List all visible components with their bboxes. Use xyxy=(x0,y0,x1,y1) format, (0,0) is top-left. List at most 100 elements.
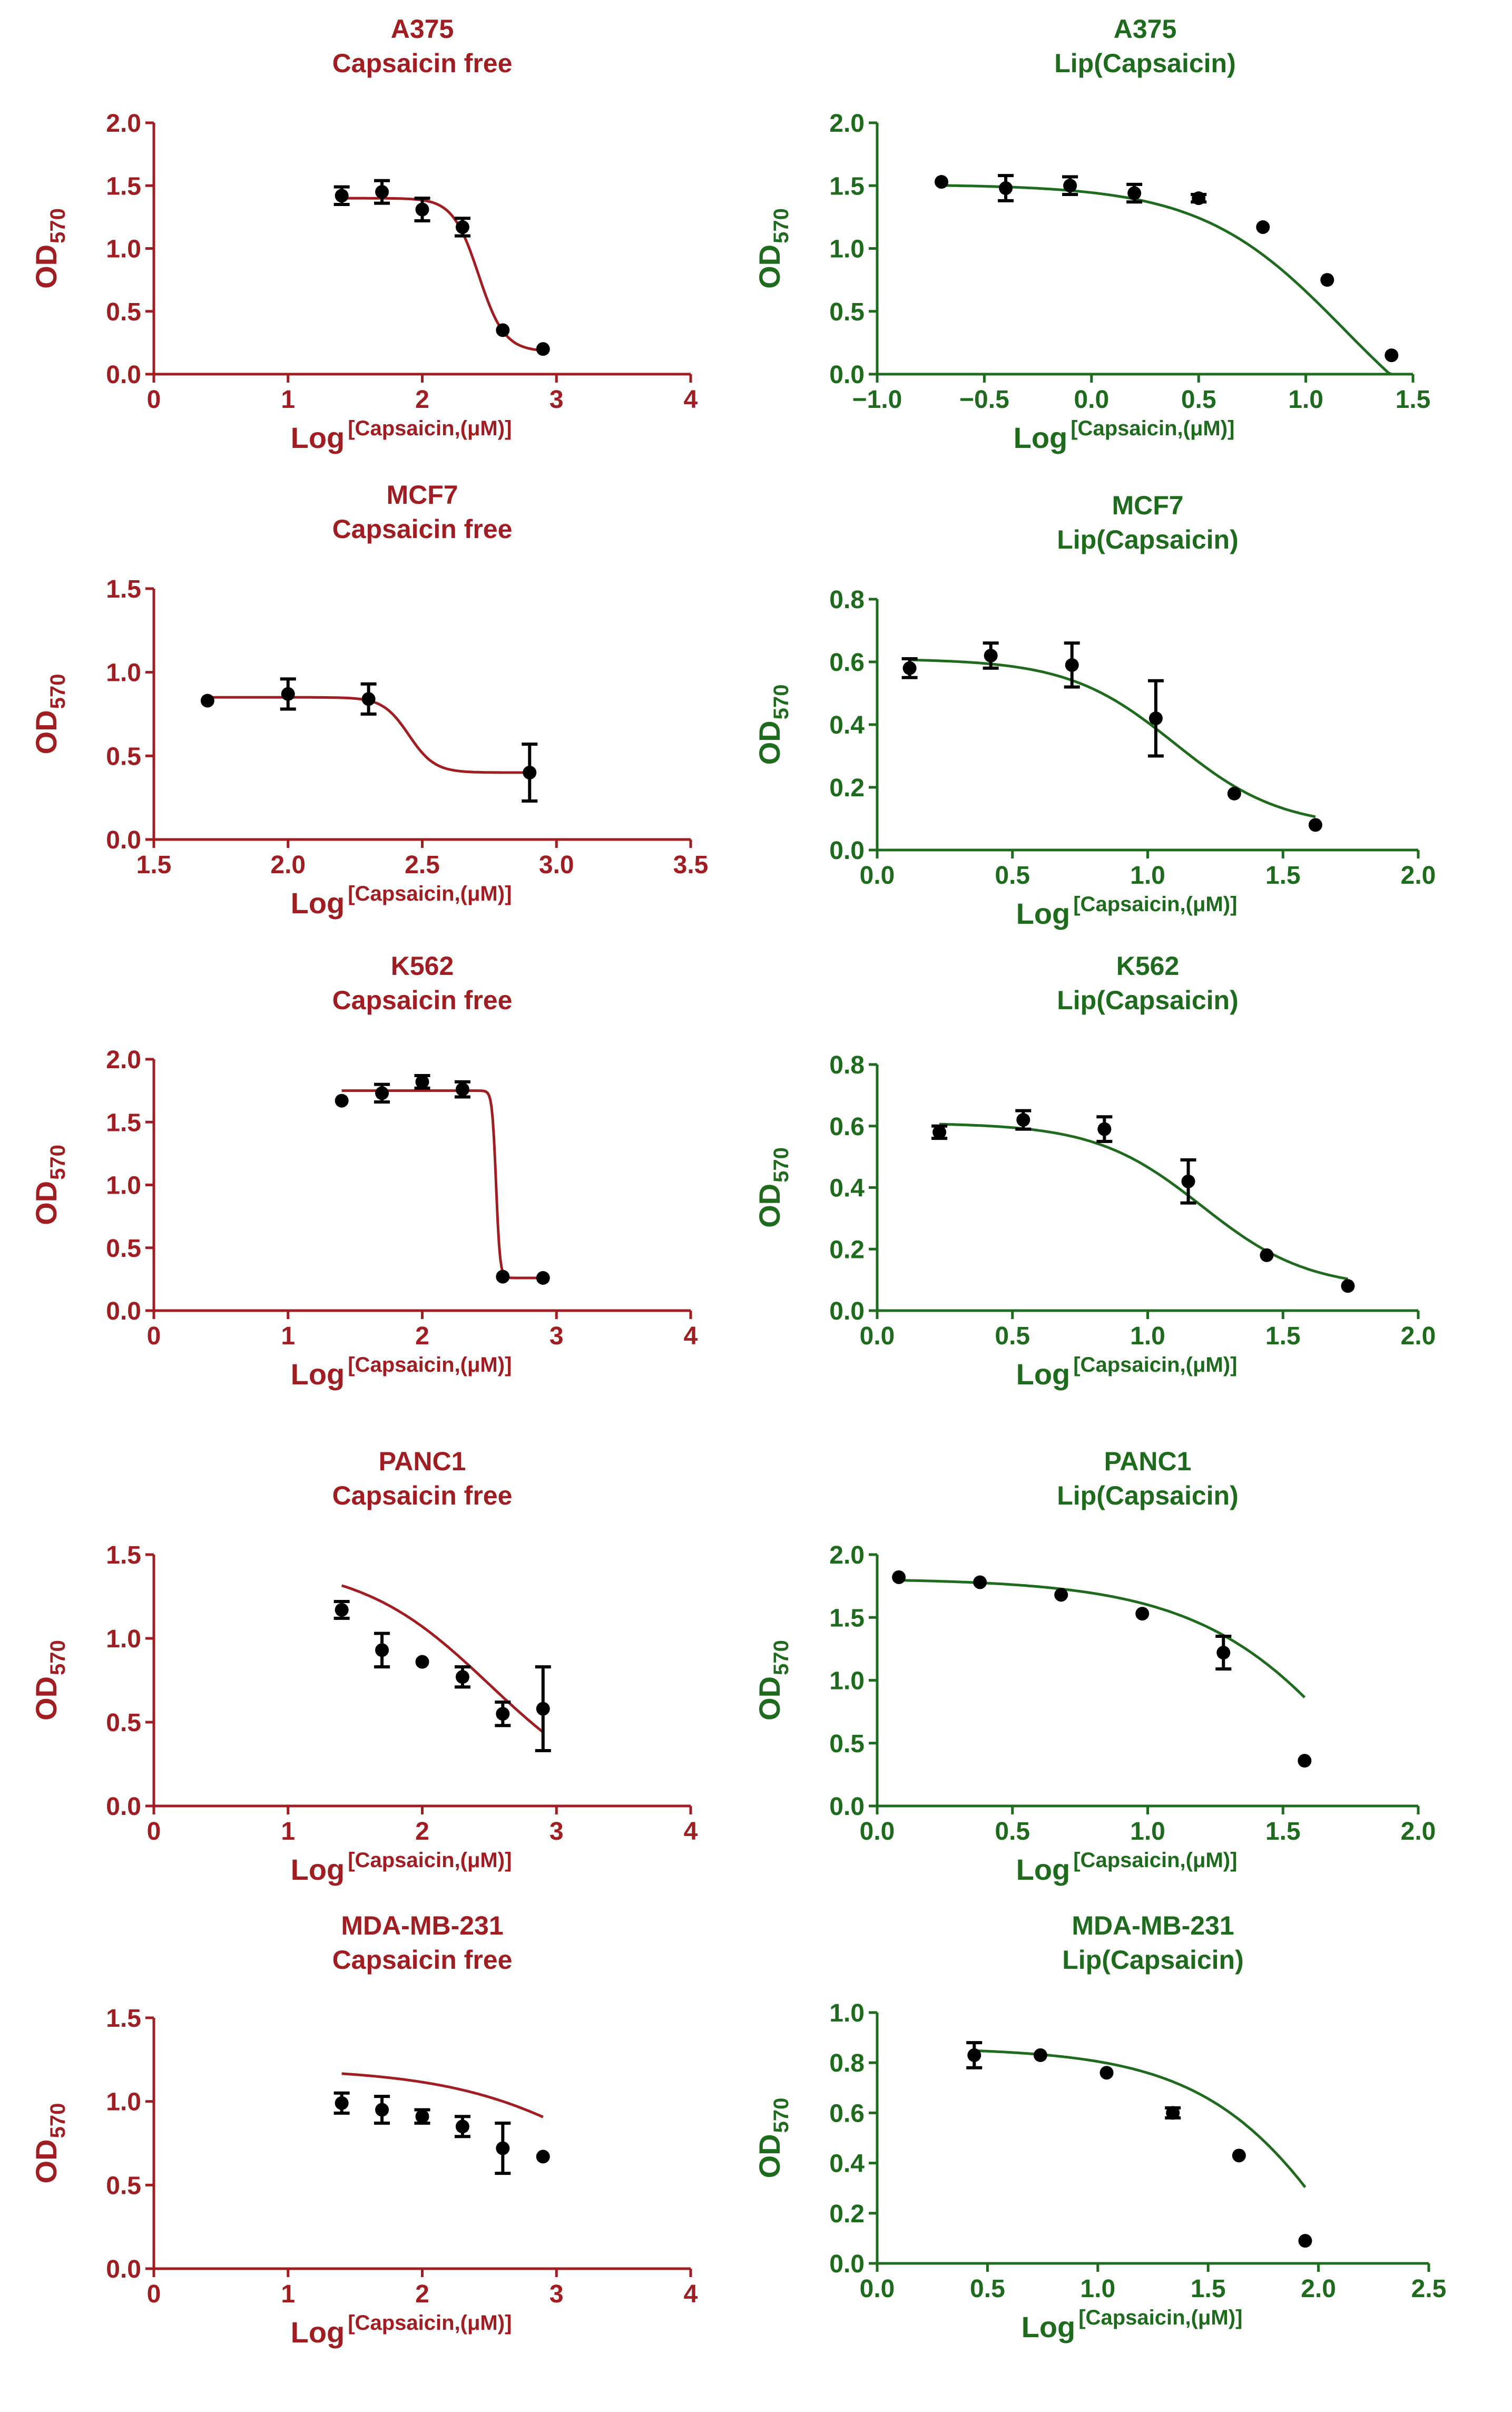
chart-title-cell-line: A375 xyxy=(1114,14,1177,44)
data-point xyxy=(415,1655,429,1669)
data-point xyxy=(892,1570,906,1584)
y-axis-label-main: OD xyxy=(753,720,786,765)
y-tick-label: 0.5 xyxy=(829,298,865,326)
data-point xyxy=(999,181,1013,196)
y-axis-label: OD570 xyxy=(753,208,793,289)
x-axis-label: Log [Capsaicin,(μM)] xyxy=(291,882,512,920)
y-tick-label: 0.0 xyxy=(829,837,865,865)
chart-title-treatment: Lip(Capsaicin) xyxy=(1057,525,1238,554)
y-axis-label-sub: 570 xyxy=(46,208,70,243)
x-tick-label: 4 xyxy=(684,386,698,414)
data-point xyxy=(1054,1588,1068,1602)
y-tick-label: 1.5 xyxy=(106,1109,141,1137)
x-tick-label: 1 xyxy=(281,1818,295,1845)
y-tick-label: 0.5 xyxy=(106,1709,141,1737)
y-axis-label-sub: 570 xyxy=(46,1640,70,1675)
x-axis-label-main: Log xyxy=(1016,1358,1071,1391)
x-tick-label: 3 xyxy=(549,2280,564,2308)
x-tick-label: 0 xyxy=(147,2280,161,2308)
y-axis-label-main: OD xyxy=(30,710,63,754)
chart-title-cell-line: PANC1 xyxy=(379,1447,466,1476)
x-tick-label: 2.0 xyxy=(1401,1818,1436,1845)
data-point xyxy=(1227,786,1241,800)
data-point xyxy=(536,1702,550,1716)
data-point xyxy=(1256,220,1270,234)
data-point xyxy=(935,175,949,189)
y-axis-label-sub: 570 xyxy=(46,2103,70,2138)
x-axis-label-sup: [Capsaicin,(μM)] xyxy=(1071,417,1234,440)
x-tick-label: 1.5 xyxy=(136,851,172,879)
data-point xyxy=(536,1271,550,1285)
mdamb231-lip-chart: MDA-MB-231 Lip(Capsaicin) 0.0 0.2 0.4 0.6 0.8 1… xyxy=(753,1911,1446,2343)
x-tick-label: 3.0 xyxy=(539,851,574,879)
y-tick-label: 1.5 xyxy=(106,172,141,200)
data-point xyxy=(1192,191,1206,206)
y-tick-label: 0.0 xyxy=(106,1793,141,1821)
data-point xyxy=(415,1075,429,1089)
chart-title-cell-line: K562 xyxy=(391,951,454,981)
data-point xyxy=(1216,1646,1231,1660)
fit-curve xyxy=(341,1089,543,1280)
panc1-free-chart: PANC1 Capsaicin free 0.0 0.5 1.0 1.5 0 1 2 3 4 Log[… xyxy=(30,1447,698,1886)
x-tick-label: 0 xyxy=(147,1322,161,1350)
y-tick-label: 0.0 xyxy=(829,1297,865,1325)
x-axis-label: Log [Capsaicin,(μM)] xyxy=(1022,2306,1243,2343)
x-tick-label: 0.0 xyxy=(860,1818,895,1845)
x-tick-label: 0 xyxy=(147,386,161,414)
y-tick-label: 0.2 xyxy=(829,1236,865,1264)
y-tick-label: 2.0 xyxy=(106,1046,141,1074)
y-tick-label: 0.0 xyxy=(106,361,141,389)
data-point xyxy=(335,2096,349,2110)
y-axis-label: OD570 xyxy=(30,208,70,289)
x-axis-label: Log [Capsaicin,(μM)] xyxy=(1016,1353,1238,1391)
data-point xyxy=(1341,1279,1355,1293)
x-tick-label: 2.0 xyxy=(1401,1322,1436,1350)
x-tick-label: 0.5 xyxy=(995,1818,1030,1845)
x-axis-label-sup: [Capsaicin,(μM)] xyxy=(348,417,512,440)
y-axis-label-main: OD xyxy=(30,245,63,289)
y-axis-label: OD570 xyxy=(30,674,70,755)
x-tick-label: 0.5 xyxy=(1181,386,1216,414)
chart-title-treatment: Lip(Capsaicin) xyxy=(1062,1945,1243,1975)
data-point xyxy=(375,1086,389,1100)
y-tick-label: 0.5 xyxy=(106,2172,141,2200)
y-axis-label-sub: 570 xyxy=(770,685,793,720)
x-axis-label: Log [Capsaicin,(μM)] xyxy=(291,417,512,454)
x-tick-label: 2 xyxy=(415,1818,429,1845)
x-axis-label-main: Log xyxy=(291,886,345,920)
data-point xyxy=(455,1670,469,1684)
data-point xyxy=(496,2141,510,2155)
y-tick-label: 0.8 xyxy=(829,2049,865,2077)
x-tick-label: 1 xyxy=(281,1322,295,1350)
data-point xyxy=(984,649,998,663)
x-tick-label: 4 xyxy=(684,1818,698,1845)
chart-title-treatment: Capsaicin free xyxy=(332,514,513,544)
x-tick-label: 2.5 xyxy=(1411,2275,1447,2303)
y-axis-label: OD570 xyxy=(753,1147,793,1228)
data-point xyxy=(523,766,537,780)
x-tick-label: −0.5 xyxy=(959,386,1009,414)
data-point xyxy=(1308,818,1322,832)
x-axis-label-main: Log xyxy=(291,421,345,454)
y-axis-label: OD570 xyxy=(30,2103,70,2184)
data-point xyxy=(455,1082,469,1097)
y-tick-label: 0.0 xyxy=(829,1793,865,1821)
chart-title-treatment: Lip(Capsaicin) xyxy=(1057,1481,1238,1510)
x-axis-label-sup: [Capsaicin,(μM)] xyxy=(1073,893,1237,916)
data-point xyxy=(1166,2106,1180,2120)
y-tick-label: 0.2 xyxy=(829,774,865,802)
y-axis-label: OD570 xyxy=(30,1145,70,1225)
x-axis-label: Log [Capsaicin,(μM)] xyxy=(1014,417,1235,454)
a375-lip-chart: A375 Lip(Capsaicin) 0.0 0.5 1.0 1.5 2.0 −1.0 −0.… xyxy=(753,14,1430,454)
y-tick-label: 0.8 xyxy=(829,586,865,614)
x-tick-label: 3.5 xyxy=(673,851,709,879)
chart-title-cell-line: K562 xyxy=(1116,951,1180,981)
fit-curve xyxy=(974,2049,1307,2188)
y-tick-label: 0.5 xyxy=(106,298,141,326)
data-point xyxy=(1099,2066,1114,2080)
data-point xyxy=(1033,2048,1047,2062)
data-point xyxy=(496,1707,510,1721)
x-axis-label-sup: [Capsaicin,(μM)] xyxy=(348,2311,512,2335)
y-tick-label: 1.0 xyxy=(106,1172,141,1200)
